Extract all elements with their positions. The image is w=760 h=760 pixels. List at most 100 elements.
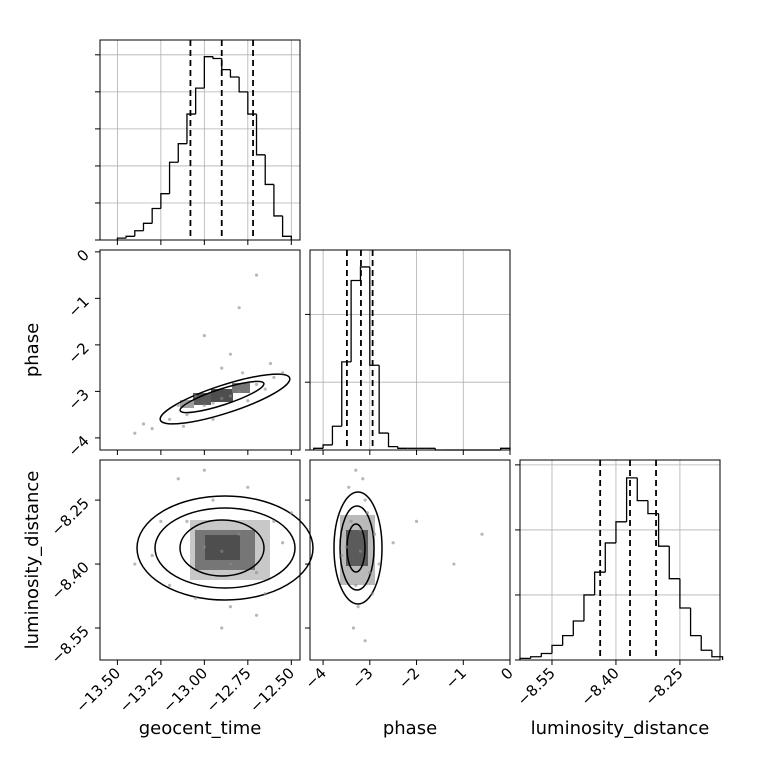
histogram-bin xyxy=(125,235,135,239)
sample-point xyxy=(363,498,367,502)
sample-point xyxy=(220,396,224,400)
histogram-bin xyxy=(689,607,702,637)
sample-point xyxy=(150,427,154,431)
x-tick-label: −8.25 xyxy=(642,664,687,709)
sample-point xyxy=(354,583,358,587)
histogram-bin xyxy=(151,207,161,224)
x-tick-label: −13.00 xyxy=(159,664,211,716)
histogram-bin xyxy=(177,143,187,163)
sample-point xyxy=(372,532,377,536)
histogram-bin xyxy=(679,578,691,609)
histogram-bin xyxy=(238,77,248,93)
histogram-bin xyxy=(341,361,352,427)
sample-point xyxy=(194,596,198,600)
sample-point xyxy=(340,553,344,558)
y-tick-label: −8.25 xyxy=(48,494,93,539)
y-tick-label: −4 xyxy=(64,432,92,460)
sample-point xyxy=(281,371,285,375)
histogram-bin xyxy=(168,161,179,194)
sample-point xyxy=(211,401,215,405)
sample-point xyxy=(246,485,250,489)
sample-point xyxy=(228,605,233,609)
sample-point xyxy=(228,352,233,356)
histogram-bin xyxy=(142,222,153,231)
sample-point xyxy=(347,485,351,489)
sample-point xyxy=(344,545,349,549)
x-tick-label: −8.40 xyxy=(578,664,623,709)
sample-point xyxy=(263,592,267,596)
panel: −4 −3 −2 −1 0 phase xyxy=(302,459,517,739)
sample-point xyxy=(289,511,293,515)
sample-point xyxy=(181,424,186,428)
sample-point xyxy=(246,399,250,403)
histogram-bin xyxy=(322,444,333,449)
histogram-bin xyxy=(397,446,408,449)
sample-point xyxy=(377,562,381,566)
sample-point xyxy=(133,562,137,566)
histogram-bin xyxy=(593,571,606,595)
histogram-bin xyxy=(530,656,542,659)
histogram-bin xyxy=(540,652,552,657)
sample-point xyxy=(194,394,198,398)
histogram-bin xyxy=(350,279,361,362)
panel xyxy=(95,39,301,245)
sample-point xyxy=(211,498,215,502)
sample-point xyxy=(391,541,395,545)
histogram-bin xyxy=(387,433,398,448)
histogram-bin xyxy=(615,521,627,543)
x-tick-label: −8.55 xyxy=(514,664,559,709)
sample-point xyxy=(254,570,259,575)
sample-point xyxy=(176,477,180,481)
density-layout xyxy=(136,373,383,605)
histogram-bin xyxy=(378,365,389,434)
sample-point xyxy=(354,468,358,472)
x-axis-label: geocent_time xyxy=(139,718,262,739)
histogram-bin xyxy=(647,500,659,515)
histogram-bin xyxy=(221,58,231,71)
sample-point xyxy=(361,477,365,481)
sample-point xyxy=(263,387,267,391)
histogram-bin xyxy=(273,184,283,217)
sample-point xyxy=(159,519,163,524)
sample-point xyxy=(272,519,276,524)
sample-point xyxy=(480,532,484,536)
x-tick-label: −12.75 xyxy=(203,664,255,716)
histogram-bin xyxy=(711,650,724,660)
x-tick-label: −3 xyxy=(348,664,376,692)
histogram-bin xyxy=(313,447,324,450)
x-axis-label: luminosity_distance xyxy=(531,718,710,739)
sample-point xyxy=(368,570,372,575)
y-axis-label: phase xyxy=(22,323,43,377)
x-tick-label: −12.50 xyxy=(246,664,298,716)
sample-point xyxy=(254,382,259,387)
y-tick-label: −8.40 xyxy=(48,558,93,603)
panel: −8.55 −8.40 −8.25 luminosity_distance xyxy=(514,459,724,739)
sample-point xyxy=(150,553,154,558)
histogram-bin xyxy=(561,634,574,646)
sample-point xyxy=(220,549,224,553)
histogram-bin xyxy=(203,56,214,89)
histogram-bin xyxy=(186,113,196,144)
sample-point xyxy=(358,528,363,532)
sample-point xyxy=(268,361,273,366)
sample-point xyxy=(185,519,189,524)
sample-point xyxy=(176,403,180,407)
histogram-bin xyxy=(636,477,648,502)
histogram-bin xyxy=(604,542,616,573)
x-axis-label: phase xyxy=(383,718,437,739)
sample-point xyxy=(202,468,206,472)
sample-point xyxy=(363,639,367,643)
axes-frame xyxy=(519,459,721,661)
histogram-bin xyxy=(264,154,274,186)
sample-point xyxy=(228,394,233,398)
sample-point xyxy=(133,431,137,435)
y-axis-label: luminosity_distance xyxy=(22,471,43,650)
histogram-bin xyxy=(195,87,205,115)
sample-point xyxy=(237,532,241,536)
x-tick-label: −2 xyxy=(395,664,423,692)
sample-point xyxy=(370,592,374,596)
axes-frame xyxy=(99,39,301,241)
histogram-bin xyxy=(700,635,712,651)
sample-point xyxy=(351,626,356,630)
sample-point xyxy=(167,417,172,421)
